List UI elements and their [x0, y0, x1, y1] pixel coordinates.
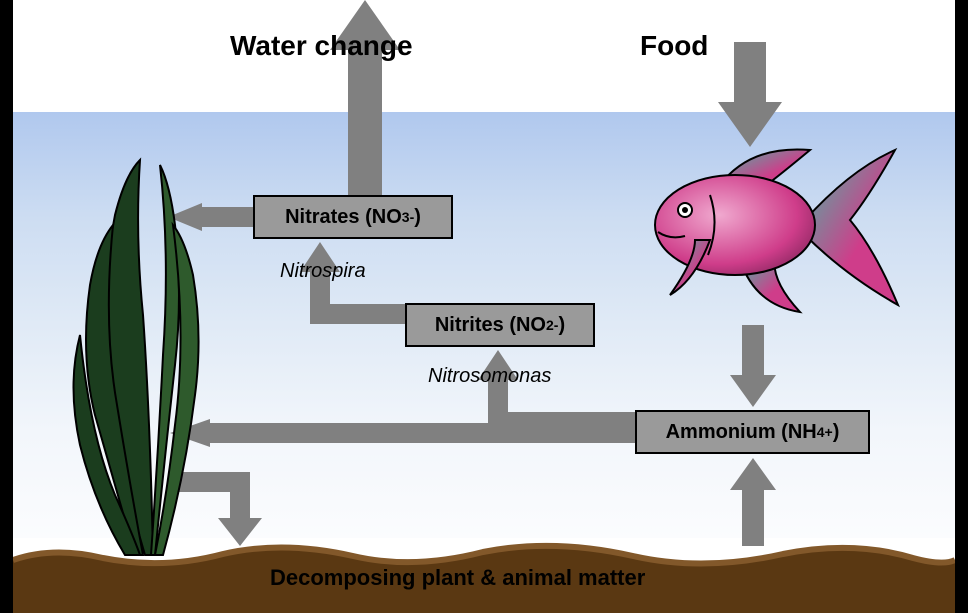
arrow-ammonium-to-nitrites: [478, 350, 638, 432]
label-water-change: Water change: [230, 30, 413, 62]
label-nitrosomonas: Nitrosomonas: [428, 365, 551, 388]
box-nitrites: Nitrites (NO2-): [405, 303, 595, 347]
diagram-stage: Water change Food Nitrospira Nitrosomona…: [0, 0, 968, 613]
arrow-fish-to-ammonium: [730, 325, 776, 407]
label-nitrospira: Nitrospira: [280, 260, 366, 283]
aquatic-plant-icon: [55, 155, 240, 560]
label-food: Food: [640, 30, 708, 62]
arrow-soil-to-ammonium: [730, 458, 776, 546]
tank-wall-right: [955, 0, 968, 613]
tank-wall-left: [0, 0, 13, 613]
box-nitrates: Nitrates (NO3-): [253, 195, 453, 239]
arrow-food-down: [718, 42, 782, 147]
label-decomposing: Decomposing plant & animal matter: [270, 565, 645, 591]
arrow-nitrites-to-nitrates: [300, 242, 408, 324]
box-ammonium: Ammonium (NH4+): [635, 410, 870, 454]
fish-icon: [640, 140, 900, 315]
